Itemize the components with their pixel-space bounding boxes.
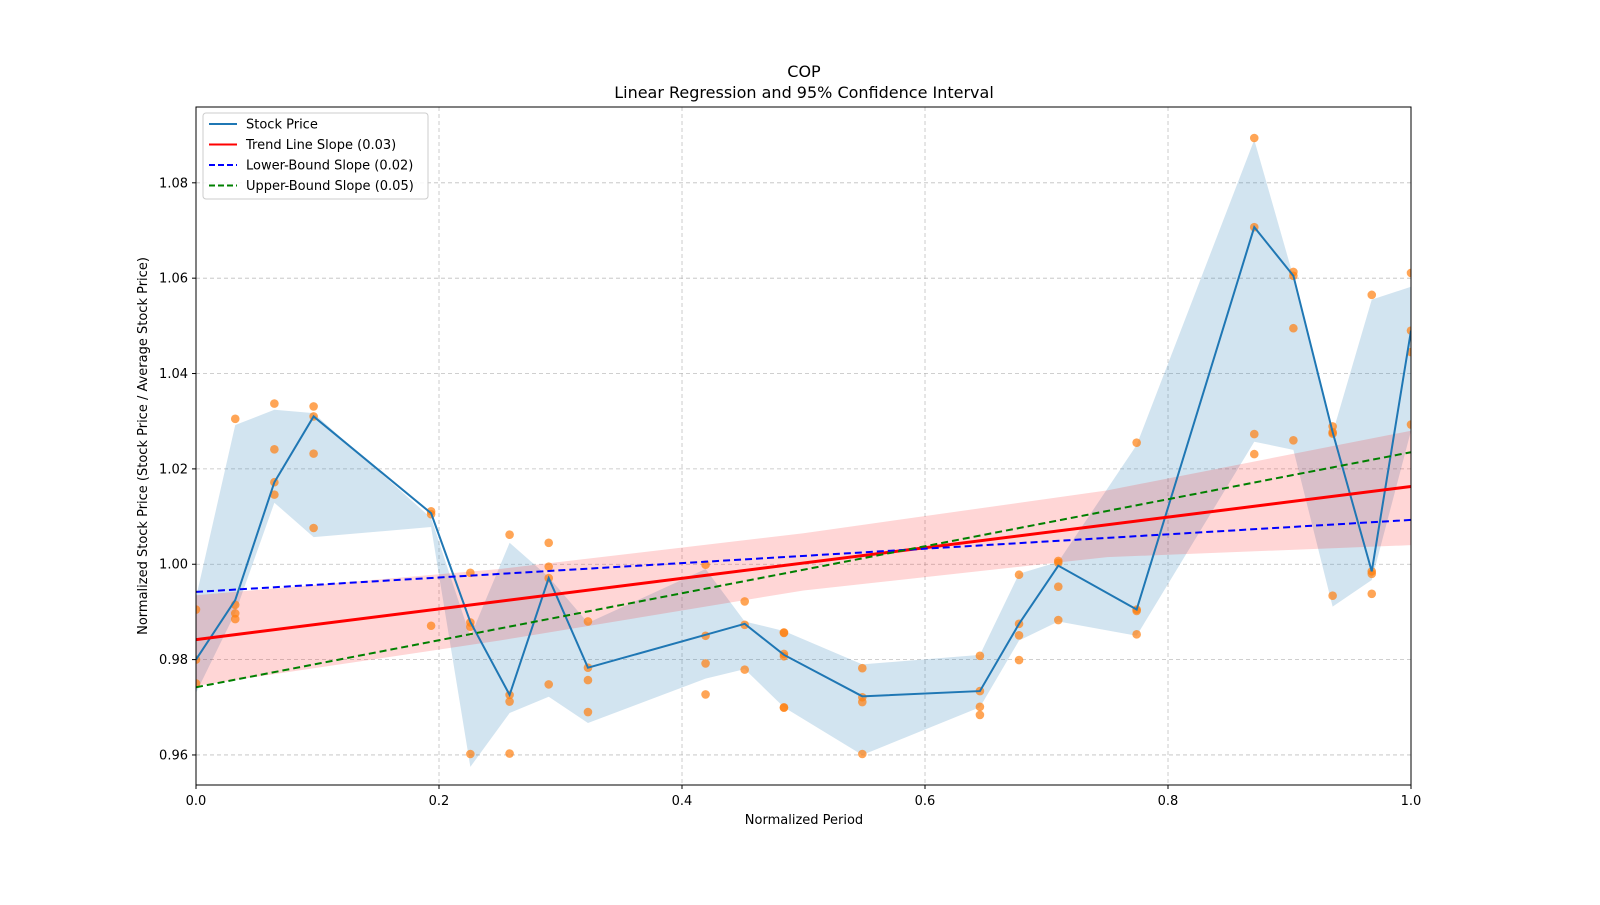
x-tick-label: 0.0: [186, 794, 207, 809]
chart-title: COP: [787, 62, 821, 81]
scatter-point: [1249, 429, 1259, 439]
legend-box: [202, 112, 429, 200]
scatter-point: [779, 628, 789, 638]
scatter-point: [196, 679, 201, 688]
scatter-point: [505, 697, 514, 706]
legend-label: Stock Price: [246, 118, 318, 133]
scatter-point: [1367, 290, 1377, 300]
plot-marks: [196, 133, 1411, 767]
y-tick-label: 1.00: [159, 558, 188, 573]
x-tick-label: 0.8: [1158, 794, 1179, 809]
scatter-point: [583, 707, 593, 717]
scatter-point: [544, 562, 554, 571]
x-tick-label: 0.2: [429, 794, 450, 809]
legend-label: Lower-Bound Slope (0.02): [246, 159, 413, 174]
scatter-point: [1132, 438, 1141, 447]
stock-price-line: [196, 225, 1411, 698]
legend: Stock Price Trend Line Slope (0.03) Lower-…: [202, 112, 429, 200]
scatter-point: [858, 749, 867, 759]
x-axis-label: Normalized Period: [745, 813, 863, 828]
scatter-point: [1014, 570, 1024, 580]
scatter-point: [230, 614, 240, 624]
y-tick-label: 1.02: [159, 462, 188, 477]
scatter-point: [466, 749, 475, 759]
scatter-point: [1014, 655, 1024, 665]
scatter-point: [858, 663, 867, 673]
scatter-point: [1053, 582, 1063, 591]
scatter-point: [505, 749, 514, 758]
scatter-point: [1132, 630, 1141, 639]
scatter-point: [1053, 558, 1063, 568]
scatter-point: [1406, 268, 1411, 278]
scatter-point: [975, 702, 985, 712]
scatter-point: [309, 523, 318, 533]
scatter-point: [583, 675, 593, 685]
legend-label: Upper-Bound Slope (0.05): [246, 179, 414, 194]
scatter-point: [505, 530, 514, 539]
y-tick-label: 0.98: [159, 653, 188, 668]
scatter-point: [1249, 449, 1259, 459]
scatter-point: [230, 414, 240, 424]
scatter-point: [1289, 435, 1298, 445]
price-range-band: [196, 139, 1411, 767]
scatter-point: [701, 690, 710, 699]
confidence-interval-band: [196, 430, 1411, 686]
scatter-point: [1053, 615, 1063, 625]
scatter-point: [975, 651, 985, 661]
scatter-point: [544, 538, 554, 548]
scatter-point: [740, 665, 749, 674]
axes: 0.0 0.2 0.4 0.6 0.8 1.0 0.96 0.98 1.00 1.02 1.04 1.…: [159, 106, 1422, 809]
scatter-point: [309, 402, 318, 411]
scatter-point: [1367, 589, 1377, 599]
scatter-point: [779, 703, 789, 713]
scatter-point: [1367, 569, 1377, 579]
x-tick-label: 1.0: [1401, 794, 1422, 809]
scatter-point: [1328, 591, 1337, 601]
y-tick-label: 1.04: [159, 367, 188, 382]
y-tick-label: 1.06: [159, 272, 188, 287]
scatter-point: [544, 680, 554, 689]
legend-label: Trend Line Slope (0.03): [245, 138, 396, 153]
scatter-point: [1289, 323, 1298, 333]
x-tick-label: 0.4: [672, 794, 693, 809]
lower-bound-line: [196, 518, 1411, 593]
scatter-point: [270, 445, 279, 454]
scatter-point: [975, 710, 985, 720]
scatter-point: [740, 597, 749, 606]
scatter-point: [1014, 630, 1024, 640]
scatter-point: [1406, 420, 1411, 429]
scatter-point: [583, 617, 593, 626]
plot-frame: [195, 106, 1412, 786]
upper-bound-line: [196, 451, 1411, 689]
scatter-point: [270, 490, 279, 499]
scatter-point: [196, 605, 201, 614]
y-tick-label: 1.08: [159, 176, 188, 191]
y-axis-label: Normalized Stock Price (Stock Price / Av…: [136, 257, 151, 635]
trend-line: [196, 485, 1411, 642]
chart-subtitle: Linear Regression and 95% Confidence Int…: [614, 83, 994, 102]
scatter-point: [701, 659, 710, 668]
scatter-point: [858, 697, 867, 707]
scatter-point: [309, 449, 318, 458]
scatter-point: [1249, 133, 1259, 143]
scatter-point: [270, 399, 279, 408]
y-tick-label: 0.96: [159, 748, 188, 763]
scatter-point: [426, 621, 436, 631]
x-tick-label: 0.6: [915, 794, 936, 809]
